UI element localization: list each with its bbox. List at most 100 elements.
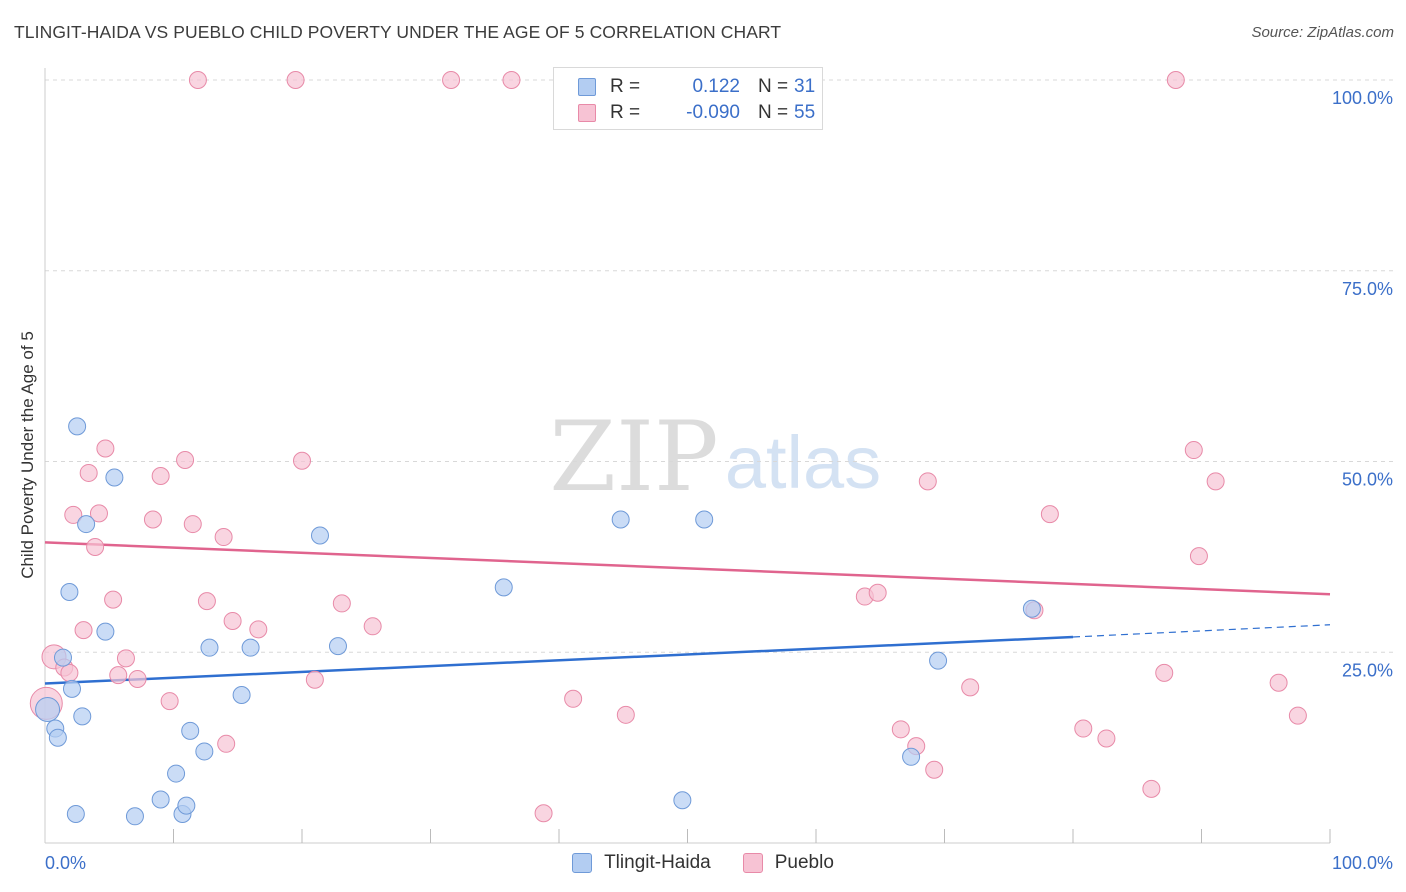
pueblo-trend-line	[44, 541, 1331, 596]
trend-lines	[44, 541, 1331, 685]
pueblo-point	[363, 617, 382, 636]
tlingit-haida-point	[611, 510, 630, 529]
pueblo-point	[1142, 779, 1161, 798]
y-tick-label: 50.0%	[1342, 470, 1393, 490]
pueblo-point	[534, 804, 553, 823]
tlingit-haida-point	[53, 648, 72, 667]
pueblo-point	[305, 670, 324, 689]
pueblo-point	[868, 583, 887, 602]
legend-n-label: N =	[758, 102, 789, 123]
data-points	[29, 71, 1307, 826]
pueblo-point	[1184, 441, 1203, 460]
pueblo-point	[79, 463, 98, 482]
pueblo-point	[151, 466, 170, 485]
gridlines	[45, 79, 1395, 653]
pueblo-point	[1040, 505, 1059, 524]
pueblo-point	[214, 528, 233, 547]
pueblo-point	[502, 71, 521, 89]
tlingit-haida-point	[151, 790, 170, 809]
pueblo-point	[1288, 706, 1307, 725]
y-tick-label: 75.0%	[1342, 279, 1393, 299]
pueblo-point	[217, 734, 236, 753]
pueblo-point	[160, 692, 179, 711]
legend-r-value: 0.122	[692, 76, 740, 97]
tlingit-haida-point	[695, 510, 714, 529]
legend-n-label: N =	[758, 76, 789, 97]
pueblo-point	[96, 439, 115, 458]
tick-labels: 25.0% 50.0% 75.0% 100.0% 0.0% 100.0%	[45, 88, 1393, 873]
pueblo-point	[86, 537, 105, 556]
watermark-zip: ZIP	[549, 401, 718, 513]
tlingit-haida-point	[494, 578, 513, 597]
pueblo-point	[128, 669, 147, 688]
tlingit-haida-point	[77, 515, 96, 534]
pueblo-point	[442, 71, 461, 89]
legend-item-pueblo[interactable]: Pueblo	[742, 852, 834, 874]
tlingit-haida-point	[181, 721, 200, 740]
pueblo-point	[64, 505, 83, 524]
pueblo-point	[1269, 673, 1288, 692]
pueblo-point	[564, 689, 583, 708]
pueblo-point	[183, 515, 202, 534]
pueblo-point	[109, 666, 128, 685]
tlingit-haida-point	[68, 417, 87, 436]
pueblo-point	[104, 590, 123, 609]
tlingit-haida-point	[902, 747, 921, 766]
tlingit-haida-point	[673, 791, 692, 810]
pueblo-point	[918, 472, 937, 491]
pueblo-point	[1074, 719, 1093, 738]
tlingit-haida-point	[105, 468, 124, 487]
tlingit-haida-point	[48, 728, 67, 747]
legend-row-tlingit-haida: R = 0.122 N = 31	[578, 74, 815, 100]
pueblo-point	[616, 705, 635, 724]
pueblo-point	[293, 451, 311, 470]
legend-r-label: R =	[610, 76, 641, 97]
pueblo-point	[332, 594, 351, 613]
pueblo-point	[1155, 663, 1174, 682]
tlingit-haida-point	[200, 638, 219, 657]
tlingit-haida-point	[195, 742, 214, 761]
legend-swatch-tlingit-haida	[572, 853, 593, 873]
pueblo-point	[1097, 729, 1116, 748]
tlingit-haida-point	[96, 622, 115, 641]
legend-n-value: 55	[794, 102, 816, 123]
pueblo-point	[961, 678, 980, 697]
tlingit-haida-point	[60, 582, 79, 601]
pueblo-point	[143, 510, 162, 529]
correlation-legend: R = 0.122 N = 31 R = -0.090 N = 55	[553, 67, 823, 130]
tlingit-haida-point	[177, 796, 196, 815]
tlingit-haida-trend-extension	[1072, 624, 1331, 638]
legend-swatch-pueblo	[742, 853, 763, 873]
tlingit-haida-point	[73, 707, 92, 726]
tlingit-haida-point	[62, 679, 81, 698]
tlingit-haida-point	[1022, 599, 1041, 618]
pueblo-point	[60, 663, 79, 682]
series-legend: Tlingit-Haida Pueblo	[0, 852, 1406, 874]
pueblo-point	[1206, 472, 1225, 491]
source-label: Source: ZipAtlas.com	[1251, 24, 1394, 41]
tlingit-haida-point	[125, 807, 144, 826]
tlingit-haida-point	[167, 764, 186, 783]
tlingit-haida-point	[232, 685, 251, 704]
watermark-atlas: atlas	[725, 421, 881, 504]
tlingit-haida-point	[35, 696, 61, 722]
pueblo-point	[176, 450, 195, 469]
chart-title: TLINGIT-HAIDA VS PUEBLO CHILD POVERTY UN…	[14, 22, 782, 42]
tlingit-haida-trend-line	[44, 635, 1074, 685]
pueblo-point	[74, 621, 93, 640]
y-tick-label: 100.0%	[1332, 88, 1393, 108]
pueblo-point	[891, 720, 910, 739]
x-tick-label: 100.0%	[1332, 853, 1393, 873]
legend-label-pueblo: Pueblo	[774, 852, 834, 873]
pueblo-point	[925, 760, 944, 779]
legend-r-value: -0.090	[686, 102, 740, 123]
pueblo-point	[188, 71, 207, 89]
pueblo-point	[249, 620, 268, 639]
legend-row-pueblo: R = -0.090 N = 55	[578, 100, 815, 126]
x-tick-label: 0.0%	[45, 853, 86, 873]
pueblo-point	[1166, 71, 1185, 89]
legend-item-tlingit-haida[interactable]: Tlingit-Haida	[572, 852, 711, 874]
tlingit-haida-point	[241, 638, 260, 657]
tlingit-haida-point	[328, 637, 347, 656]
